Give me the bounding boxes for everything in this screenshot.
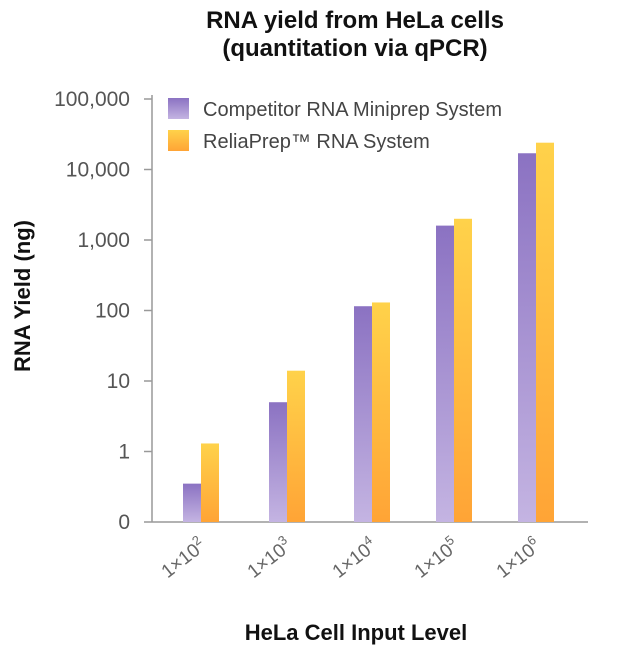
svg-text:1×104: 1×104 [326, 532, 381, 583]
x-tick-label: 1×105 [408, 532, 463, 583]
svg-text:1×103: 1×103 [241, 532, 296, 583]
bar-reliaprep [536, 142, 554, 522]
x-tick-label: 1×102 [155, 532, 210, 583]
chart-title-line1: RNA yield from HeLa cells [206, 7, 504, 34]
bar-competitor [269, 402, 287, 522]
bar-reliaprep [201, 443, 219, 522]
svg-text:1×105: 1×105 [408, 532, 463, 583]
x-tick-label: 1×103 [241, 532, 296, 583]
legend-label-reliaprep: ReliaPrep™ RNA System [203, 131, 430, 153]
bar-competitor [354, 306, 372, 522]
bar-reliaprep [287, 370, 305, 522]
y-tick-label: 10,000 [66, 159, 130, 182]
x-axis-categories: 1×102 1×103 1×104 1×105 1×106 [155, 532, 545, 583]
y-axis-label: RNA Yield (ng) [10, 220, 35, 372]
y-tick-label: 0 [118, 511, 130, 534]
bars-group [183, 142, 554, 522]
bar-competitor [436, 225, 454, 522]
legend-label-competitor: Competitor RNA Miniprep System [203, 99, 502, 121]
x-tick-label: 1×104 [326, 532, 381, 583]
y-tick-label: 1,000 [77, 229, 130, 252]
bar-competitor [518, 153, 536, 522]
svg-text:1×102: 1×102 [155, 532, 210, 583]
legend-swatch-reliaprep [168, 130, 189, 151]
x-axis-label: HeLa Cell Input Level [245, 620, 468, 645]
y-axis-ticks: 0 1 10 100 1,000 10,000 100,000 [54, 88, 152, 534]
chart-title-line2: (quantitation via qPCR) [222, 35, 487, 62]
svg-text:1×106: 1×106 [490, 532, 545, 583]
bar-reliaprep [372, 302, 390, 522]
y-tick-label: 1 [118, 441, 130, 464]
x-tick-label: 1×106 [490, 532, 545, 583]
bar-competitor [183, 483, 201, 522]
y-tick-label: 10 [107, 370, 130, 393]
y-tick-label: 100 [95, 300, 130, 323]
y-tick-label: 100,000 [54, 88, 130, 111]
legend: Competitor RNA Miniprep System ReliaPrep… [168, 98, 502, 153]
legend-swatch-competitor [168, 98, 189, 119]
bar-reliaprep [454, 218, 472, 522]
